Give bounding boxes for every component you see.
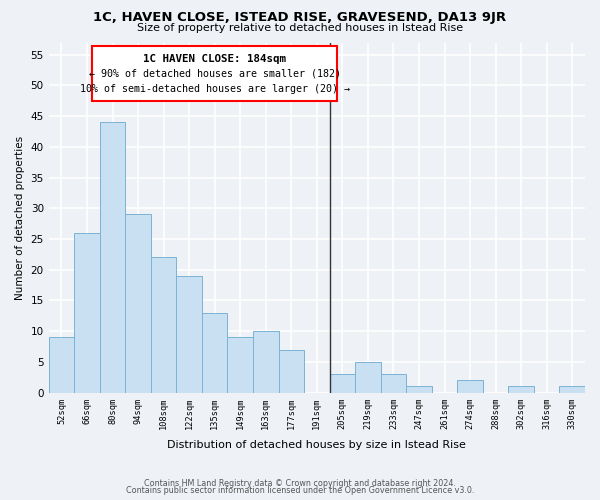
Bar: [151, 258, 176, 392]
Text: 10% of semi-detached houses are larger (20) →: 10% of semi-detached houses are larger (…: [80, 84, 350, 94]
Bar: [508, 386, 534, 392]
Bar: [176, 276, 202, 392]
Text: 1C HAVEN CLOSE: 184sqm: 1C HAVEN CLOSE: 184sqm: [143, 54, 286, 64]
FancyBboxPatch shape: [92, 46, 337, 101]
Text: Contains public sector information licensed under the Open Government Licence v3: Contains public sector information licen…: [126, 486, 474, 495]
Bar: [380, 374, 406, 392]
Text: Size of property relative to detached houses in Istead Rise: Size of property relative to detached ho…: [137, 23, 463, 33]
Bar: [49, 338, 74, 392]
X-axis label: Distribution of detached houses by size in Istead Rise: Distribution of detached houses by size …: [167, 440, 466, 450]
Text: ← 90% of detached houses are smaller (182): ← 90% of detached houses are smaller (18…: [89, 69, 341, 79]
Bar: [100, 122, 125, 392]
Bar: [406, 386, 432, 392]
Bar: [202, 312, 227, 392]
Bar: [355, 362, 380, 392]
Bar: [457, 380, 483, 392]
Bar: [559, 386, 585, 392]
Bar: [125, 214, 151, 392]
Y-axis label: Number of detached properties: Number of detached properties: [15, 136, 25, 300]
Bar: [253, 331, 278, 392]
Text: 1C, HAVEN CLOSE, ISTEAD RISE, GRAVESEND, DA13 9JR: 1C, HAVEN CLOSE, ISTEAD RISE, GRAVESEND,…: [94, 12, 506, 24]
Bar: [329, 374, 355, 392]
Text: Contains HM Land Registry data © Crown copyright and database right 2024.: Contains HM Land Registry data © Crown c…: [144, 478, 456, 488]
Bar: [74, 233, 100, 392]
Bar: [227, 338, 253, 392]
Bar: [278, 350, 304, 393]
